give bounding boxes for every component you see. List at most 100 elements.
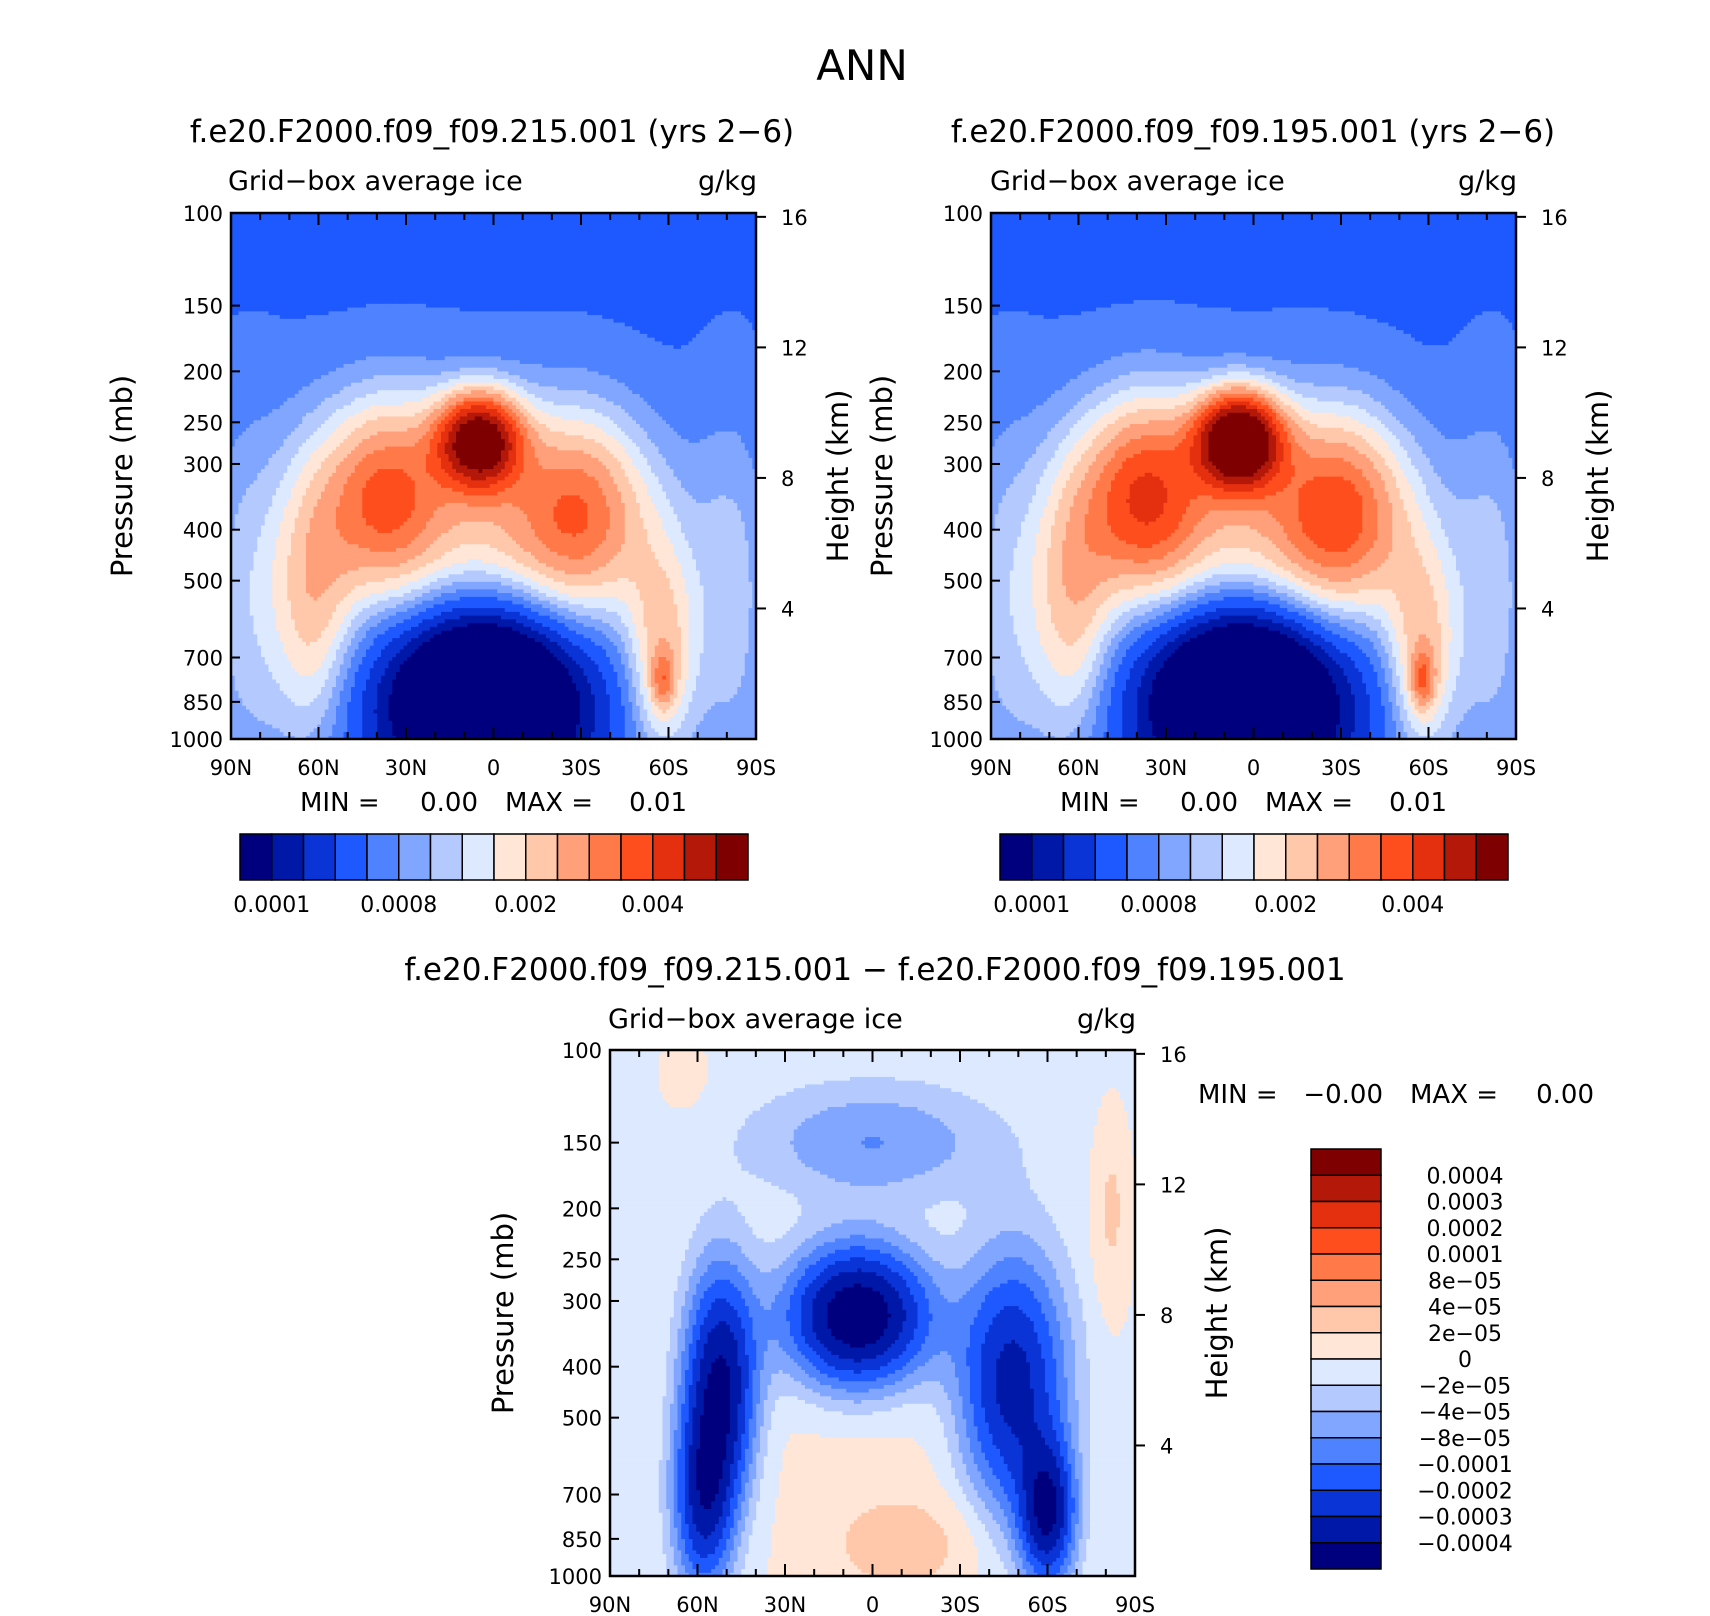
contour-cell: [449, 720, 453, 724]
contour-cell: [265, 724, 269, 728]
contour-cell: [419, 728, 423, 732]
contour-cell: [565, 728, 569, 732]
contour-cell: [737, 728, 741, 732]
contour-cell: [557, 724, 561, 728]
contour-cell: [535, 720, 539, 724]
contour-cell: [362, 724, 366, 728]
contour-cell: [550, 720, 554, 724]
contour-cell: [392, 728, 396, 732]
contour-cell: [284, 728, 288, 732]
contour-cell: [535, 731, 539, 735]
contour-cell: [302, 731, 306, 735]
contour-cell: [681, 724, 685, 728]
contour-cell: [392, 731, 396, 735]
contour-cell: [741, 731, 745, 735]
contour-cell: [531, 728, 535, 732]
contour-cell: [460, 720, 464, 724]
contour-cell: [419, 720, 423, 724]
contour-cell: [471, 728, 475, 732]
contour-cell: [235, 728, 239, 732]
contour-cell: [734, 724, 738, 728]
contour-cell: [651, 731, 655, 735]
contour-cell: [516, 731, 520, 735]
contour-cell: [520, 728, 524, 732]
contour-cell: [527, 720, 531, 724]
contour-cell: [670, 724, 674, 728]
contour-cell: [299, 728, 303, 732]
contour-cell: [546, 720, 550, 724]
contour-cell: [591, 728, 595, 732]
contour-cell: [482, 720, 486, 724]
contour-cell: [302, 720, 306, 724]
contour-cell: [325, 724, 329, 728]
contour-cell: [272, 731, 276, 735]
contour-cell: [291, 731, 295, 735]
contour-cell: [359, 720, 363, 724]
contour-cell: [430, 728, 434, 732]
contour-cell: [235, 731, 239, 735]
contour-cell: [614, 724, 618, 728]
contour-cell: [407, 731, 411, 735]
contour-cell: [539, 728, 543, 732]
contour-cell: [587, 724, 591, 728]
contour-cell: [374, 724, 378, 728]
contour-cell: [265, 728, 269, 732]
contour-cell: [276, 731, 280, 735]
contour-cell: [366, 728, 370, 732]
contour-cell: [344, 728, 348, 732]
contour-cell: [692, 724, 696, 728]
contour-cell: [291, 724, 295, 728]
contour-cell: [554, 724, 558, 728]
contour-cell: [467, 728, 471, 732]
contour-cell: [411, 731, 415, 735]
contour-cell: [449, 724, 453, 728]
contour-cell: [546, 724, 550, 728]
contour-cell: [246, 720, 250, 724]
contour-cell: [471, 724, 475, 728]
contour-cell: [685, 728, 689, 732]
contour-cell: [636, 728, 640, 732]
contour-cell: [287, 724, 291, 728]
contour-cell: [572, 728, 576, 732]
contour-cell: [441, 720, 445, 724]
contour-cell: [467, 731, 471, 735]
contour-cell: [422, 720, 426, 724]
contour-cell: [632, 724, 636, 728]
contour-cell: [396, 724, 400, 728]
contour-cell: [647, 724, 651, 728]
contour-cell: [239, 728, 243, 732]
contour-cell: [677, 731, 681, 735]
contour-cell: [310, 731, 314, 735]
contour-cell: [385, 724, 389, 728]
contour-cell: [370, 731, 374, 735]
contour-cell: [595, 724, 599, 728]
contour-cell: [456, 728, 460, 732]
contour-cell: [355, 731, 359, 735]
contour-cell: [254, 724, 258, 728]
contour-cell: [355, 728, 359, 732]
contour-cell: [287, 728, 291, 732]
contour-cell: [599, 731, 603, 735]
contour-cell: [734, 728, 738, 732]
contour-cell: [332, 731, 336, 735]
contour-cell: [325, 720, 329, 724]
contour-cell: [295, 724, 299, 728]
contour-cell: [479, 724, 483, 728]
contour-cell: [325, 728, 329, 732]
contour-cell: [377, 728, 381, 732]
contour-cell: [617, 731, 621, 735]
contour-cell: [272, 728, 276, 732]
contour-cell: [321, 728, 325, 732]
contour-cell: [276, 720, 280, 724]
contour-cell: [257, 728, 261, 732]
contour-cell: [235, 720, 239, 724]
contour-cell: [497, 728, 501, 732]
contour-cell: [535, 724, 539, 728]
contour-cell: [614, 728, 618, 732]
contour-cell: [741, 728, 745, 732]
contour-cell: [426, 724, 430, 728]
contour-cell: [599, 724, 603, 728]
contour-cell: [325, 731, 329, 735]
contour-cell: [329, 720, 333, 724]
contour-cell: [509, 731, 513, 735]
